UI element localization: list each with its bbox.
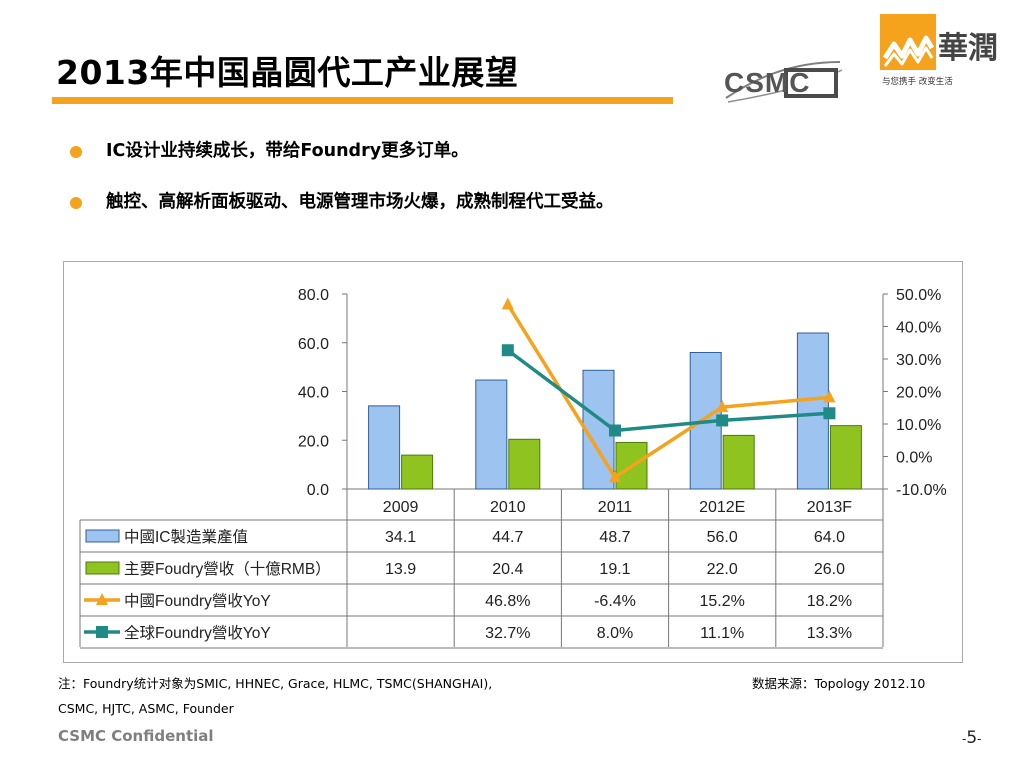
data-label: 22.0 xyxy=(707,561,738,578)
y-right-tick-label: 20.0% xyxy=(896,385,941,402)
y-right-tick-label: -10.0% xyxy=(896,482,947,499)
y-right-tick-label: 40.0% xyxy=(896,320,941,337)
page-number-dash: - xyxy=(962,732,967,746)
x-tick-label: 2013F xyxy=(807,499,853,516)
y-right-tick-label: 30.0% xyxy=(896,352,941,369)
chart-note: 注：Foundry统计对象为SMIC, HHNEC, Grace, HLMC, … xyxy=(58,671,492,721)
page-title: 2013年中国晶圆代工产业展望 xyxy=(56,53,519,92)
title-underline xyxy=(52,97,673,104)
x-tick-label: 2011 xyxy=(598,499,633,516)
legend-swatch xyxy=(85,529,120,543)
line-point xyxy=(501,297,514,310)
data-label: 34.1 xyxy=(385,529,416,546)
data-label: 48.7 xyxy=(599,529,630,546)
y-left-tick-label: 80.0 xyxy=(298,287,329,304)
line-point xyxy=(823,407,836,420)
y-right-tick-label: 10.0% xyxy=(896,417,941,434)
confidential-label: CSMC Confidential xyxy=(58,727,214,745)
legend-marker xyxy=(96,593,108,605)
line-point xyxy=(823,390,836,403)
data-label: 13.9 xyxy=(385,561,416,578)
legend-swatch xyxy=(85,561,120,575)
bullet-text: 触控、高解析面板驱动、电源管理市场火爆，成熟制程代工受益。 xyxy=(106,192,614,212)
page-number-value: 5 xyxy=(966,728,978,748)
bar xyxy=(796,332,829,490)
combo-chart: 0.0 20.0 40.0 60.0 80.0 -10.0% 0.0% 10.0% 20.0% 3… xyxy=(79,287,947,649)
data-label: 19.1 xyxy=(599,561,630,578)
bar xyxy=(475,379,508,490)
bullet-dot-icon xyxy=(70,146,82,158)
y-right-tick-label: 0.0% xyxy=(896,450,932,467)
data-source: 数据来源：Topology 2012.10 xyxy=(752,676,926,691)
page-number-dash: - xyxy=(977,732,982,746)
huarun-logo-chars: 華潤 xyxy=(938,31,998,66)
bullet-dot-icon xyxy=(70,197,82,209)
bar xyxy=(829,425,862,490)
bar xyxy=(722,434,755,490)
chart-note-line: CSMC, HJTC, ASMC, Founder xyxy=(58,701,234,716)
data-label: 44.7 xyxy=(492,529,523,546)
x-tick-label: 2009 xyxy=(383,499,419,516)
x-tick-label: 2010 xyxy=(490,499,526,516)
y-left-tick-label: 40.0 xyxy=(298,385,329,402)
line-point xyxy=(609,470,621,483)
line-point xyxy=(609,424,621,437)
bar xyxy=(401,454,434,490)
data-label: 26.0 xyxy=(814,561,845,578)
page-number: -5- xyxy=(962,728,982,748)
huarun-logo: 華潤 与您携手 改变生活 xyxy=(880,14,998,87)
legend-label: 中國IC製造業產值 xyxy=(124,528,248,546)
legend-label: 主要Foudry營收（十億RMB） xyxy=(124,560,331,578)
legend-label: 中國Foundry營收YoY xyxy=(124,592,271,610)
data-label: 13.3% xyxy=(807,625,852,642)
data-label: -6.4% xyxy=(594,593,636,610)
data-label: 56.0 xyxy=(707,529,738,546)
csmc-logo-text: CSMC xyxy=(724,67,810,98)
y-left-tick-label: 60.0 xyxy=(298,336,329,353)
legend-label: 全球Foundry營收YoY xyxy=(124,624,271,642)
chart-panel: 0.0 20.0 40.0 60.0 80.0 -10.0% 0.0% 10.0% 20.0% 3… xyxy=(63,261,963,663)
chart-note-line: 注：Foundry统计对象为SMIC, HHNEC, Grace, HLMC, … xyxy=(58,676,493,691)
line-point xyxy=(501,344,514,357)
data-label: 18.2% xyxy=(807,593,852,610)
legend-marker xyxy=(96,626,108,638)
y-right-tick-label: 50.0% xyxy=(896,287,941,304)
data-label: 46.8% xyxy=(485,593,530,610)
data-label: 8.0% xyxy=(597,625,633,642)
bullet-text: IC设计业持续成长，带给Foundry更多订单。 xyxy=(106,141,469,161)
x-tick-label: 2012E xyxy=(699,499,745,516)
series-line xyxy=(506,348,830,433)
csmc-logo: CSMC xyxy=(724,61,843,103)
line-point xyxy=(716,400,729,413)
y-left-tick-label: 0.0 xyxy=(307,482,329,499)
bar xyxy=(508,438,541,490)
data-label: 15.2% xyxy=(700,593,745,610)
data-label: 32.7% xyxy=(485,625,530,642)
bar xyxy=(368,405,401,490)
line-point xyxy=(716,414,729,427)
data-label: 11.1% xyxy=(700,625,744,642)
data-label: 20.4 xyxy=(492,561,523,578)
series-line xyxy=(506,303,830,480)
y-left-tick-label: 20.0 xyxy=(298,433,329,450)
huarun-logo-slogan: 与您携手 改变生活 xyxy=(882,76,953,87)
data-label: 64.0 xyxy=(814,529,845,546)
